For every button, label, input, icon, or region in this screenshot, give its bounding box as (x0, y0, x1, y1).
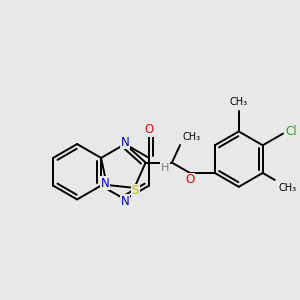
Text: O: O (144, 123, 154, 136)
Text: Cl: Cl (285, 125, 297, 138)
Text: CH₃: CH₃ (230, 97, 248, 107)
Text: N: N (100, 176, 109, 190)
Text: N: N (121, 136, 129, 148)
Text: CH₃: CH₃ (182, 132, 200, 142)
Text: CH₃: CH₃ (279, 183, 297, 193)
Text: N: N (121, 195, 129, 208)
Text: O: O (185, 173, 194, 186)
Text: H: H (161, 163, 169, 172)
Text: S: S (132, 184, 139, 197)
